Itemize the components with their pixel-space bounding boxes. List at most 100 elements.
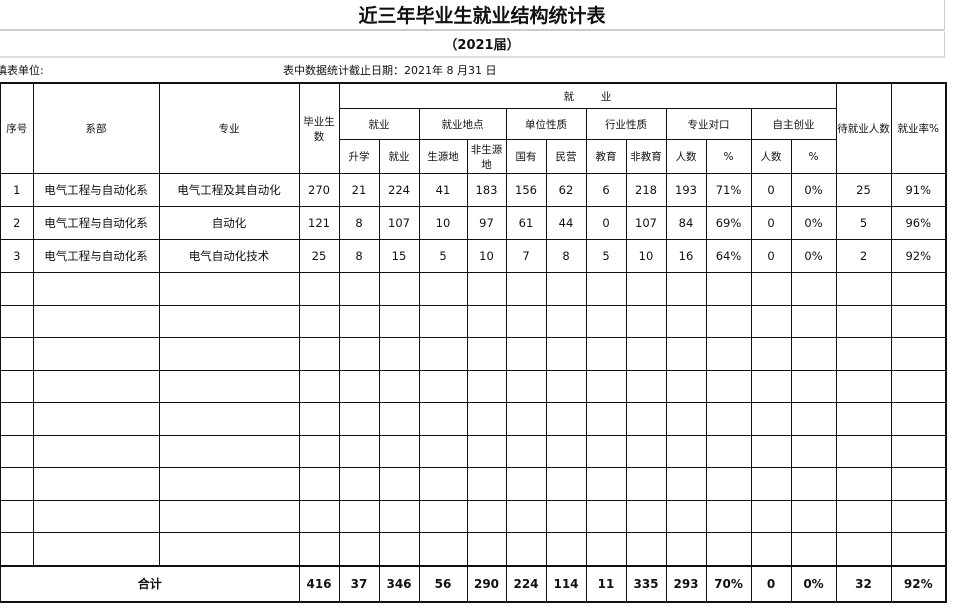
- empty-cell: [750, 402, 792, 436]
- header-self: 自主创业: [750, 108, 837, 140]
- empty-cell: [466, 402, 507, 436]
- empty-cell: [378, 434, 420, 468]
- table-cell: 15: [378, 239, 420, 273]
- table-cell: 10: [418, 206, 468, 240]
- table-cell: 61: [505, 206, 547, 240]
- empty-cell: [790, 272, 837, 306]
- header-edu: 教育: [585, 139, 627, 174]
- table-cell: 84: [665, 206, 707, 240]
- total-cell: 224: [505, 564, 547, 602]
- empty-cell: [505, 402, 547, 436]
- empty-cell: [665, 337, 707, 371]
- empty-cell: [338, 272, 380, 306]
- empty-cell: [835, 304, 892, 338]
- empty-cell: [378, 304, 420, 338]
- empty-cell: [418, 532, 468, 566]
- empty-cell: [665, 402, 707, 436]
- total-cell: 32: [835, 564, 892, 602]
- empty-cell: [750, 499, 792, 533]
- empty-row: [0, 272, 947, 306]
- header-no: 序号: [0, 82, 34, 174]
- empty-cell: [790, 304, 837, 338]
- empty-cell: [466, 337, 507, 371]
- empty-cell: [890, 434, 947, 468]
- empty-cell: [158, 434, 300, 468]
- empty-cell: [505, 369, 547, 403]
- total-cell: 92%: [890, 564, 947, 602]
- table-cell: 10: [625, 239, 667, 273]
- empty-cell: [505, 272, 547, 306]
- table-cell: 1: [0, 173, 34, 207]
- empty-cell: [665, 532, 707, 566]
- empty-cell: [835, 402, 892, 436]
- table-cell: 71%: [705, 173, 752, 207]
- empty-cell: [418, 337, 468, 371]
- table-cell: 8: [545, 239, 587, 273]
- table-row: 2 电气工程与自动化系 自动化 121 8 107 10 97 61 44 0 107 84 69% 0 0%…: [0, 206, 947, 240]
- empty-cell: [0, 434, 34, 468]
- empty-cell: [585, 272, 627, 306]
- empty-cell: [890, 402, 947, 436]
- empty-cell: [545, 272, 587, 306]
- header-industry: 行业性质: [585, 108, 667, 140]
- empty-cell: [790, 434, 837, 468]
- empty-cell: [338, 532, 380, 566]
- empty-cell: [890, 272, 947, 306]
- empty-row: [0, 337, 947, 371]
- empty-cell: [750, 304, 792, 338]
- header-pct: %: [705, 139, 752, 174]
- header-employment: 就 业: [338, 82, 837, 109]
- empty-cell: [890, 337, 947, 371]
- empty-cell: [665, 369, 707, 403]
- empty-cell: [545, 434, 587, 468]
- table-cell: 2: [835, 239, 892, 273]
- table-row: 3 电气工程与自动化系 电气自动化技术 25 8 15 5 10 7 8 5 10 16 64% 0 0% 2 9…: [0, 239, 947, 273]
- total-cell: 346: [378, 564, 420, 602]
- empty-cell: [665, 434, 707, 468]
- table-cell: 电气工程与自动化系: [32, 173, 160, 207]
- empty-cell: [750, 434, 792, 468]
- table-cell: 7: [505, 239, 547, 273]
- empty-cell: [790, 499, 837, 533]
- table-cell: 2: [0, 206, 34, 240]
- header-non-origin: 非生源地: [466, 139, 507, 174]
- empty-cell: [835, 467, 892, 501]
- empty-row: [0, 402, 947, 436]
- empty-cell: [418, 272, 468, 306]
- empty-cell: [890, 467, 947, 501]
- empty-cell: [505, 499, 547, 533]
- empty-cell: [625, 499, 667, 533]
- empty-cell: [418, 369, 468, 403]
- empty-cell: [585, 434, 627, 468]
- table-cell: 电气工程与自动化系: [32, 206, 160, 240]
- empty-cell: [32, 499, 160, 533]
- empty-cell: [705, 304, 752, 338]
- table-cell: 6: [585, 173, 627, 207]
- empty-cell: [158, 272, 300, 306]
- empty-cell: [505, 467, 547, 501]
- table-cell: 41: [418, 173, 468, 207]
- empty-cell: [338, 369, 380, 403]
- table-cell: 自动化: [158, 206, 300, 240]
- table-cell: 183: [466, 173, 507, 207]
- table-cell: 270: [298, 173, 340, 207]
- total-cell: 56: [418, 564, 468, 602]
- empty-cell: [158, 532, 300, 566]
- header-pct2: %: [790, 139, 837, 174]
- table-cell: 218: [625, 173, 667, 207]
- empty-cell: [790, 532, 837, 566]
- empty-cell: [665, 467, 707, 501]
- empty-cell: [158, 499, 300, 533]
- empty-cell: [0, 467, 34, 501]
- table-cell: 69%: [705, 206, 752, 240]
- empty-cell: [32, 467, 160, 501]
- table-cell: 0%: [790, 206, 837, 240]
- table-row: 1 电气工程与自动化系 电气工程及其自动化 270 21 224 41 183 156 62 6 21…: [0, 173, 947, 207]
- empty-cell: [338, 499, 380, 533]
- empty-cell: [32, 434, 160, 468]
- empty-cell: [585, 304, 627, 338]
- fill-unit-label: 填表单位:: [0, 64, 44, 77]
- empty-cell: [466, 434, 507, 468]
- total-label: 合计: [0, 564, 300, 602]
- table-cell: 16: [665, 239, 707, 273]
